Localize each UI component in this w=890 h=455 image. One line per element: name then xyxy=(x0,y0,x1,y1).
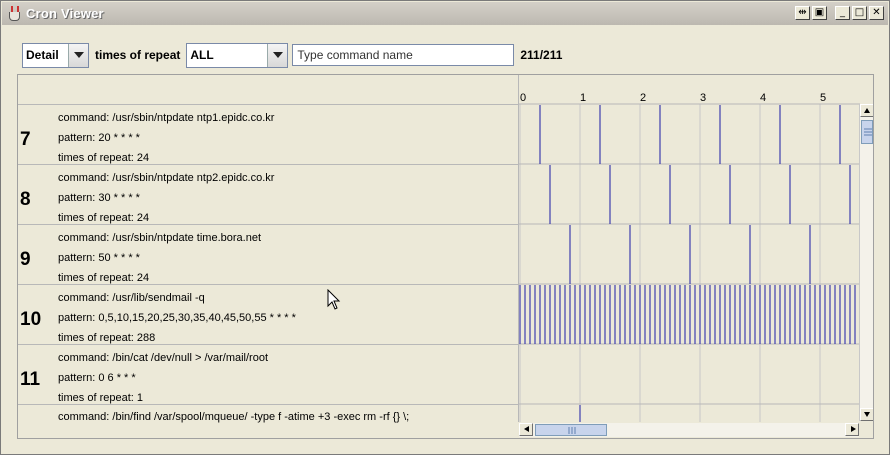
view-mode-select[interactable]: Detail xyxy=(22,42,89,68)
hour-tick-label: 4 xyxy=(760,92,766,104)
job-row[interactable]: command: /bin/find /var/spool/mqueue/ -t… xyxy=(18,404,518,438)
restore-frame-icon[interactable]: ▣ xyxy=(812,6,827,20)
minimize-button[interactable]: _ xyxy=(835,6,850,20)
job-pattern: pattern: 20 * * * * xyxy=(58,132,140,144)
close-button[interactable]: ✕ xyxy=(869,6,884,20)
hour-tick-label: 2 xyxy=(640,92,646,104)
job-command: command: /bin/find /var/spool/mqueue/ -t… xyxy=(58,411,410,423)
repeat-filter-label: times of repeat xyxy=(95,48,181,62)
job-command: command: /bin/cat /dev/null > /var/mail/… xyxy=(58,352,269,364)
job-repeat-count: times of repeat: 24 xyxy=(58,272,150,284)
view-mode-value: Detail xyxy=(26,48,59,62)
window-title: Cron Viewer xyxy=(26,6,104,21)
scroll-right-button[interactable] xyxy=(845,423,859,436)
hour-tick-label: 3 xyxy=(700,92,706,104)
job-pattern: pattern: 0 6 * * * xyxy=(58,372,136,384)
job-repeat-count: times of repeat: 288 xyxy=(58,332,156,344)
java-cup-icon xyxy=(6,5,22,22)
command-search-input[interactable] xyxy=(292,44,515,66)
maximize-button[interactable]: □ xyxy=(852,6,867,20)
horizontal-scrollbar[interactable] xyxy=(519,423,859,437)
hour-tick-label: 0 xyxy=(520,92,526,104)
timeline-svg: 0 1 2 3 4 5 xyxy=(519,92,860,422)
vertical-scrollbar[interactable] xyxy=(859,104,873,421)
job-number: 11 xyxy=(20,369,41,390)
title-bar[interactable]: Cron Viewer ⇹ ▣ _ □ ✕ xyxy=(2,2,888,25)
repeat-filter-value: ALL xyxy=(190,48,214,62)
job-row[interactable]: 9 command: /usr/sbin/ntpdate time.bora.ne… xyxy=(18,224,518,284)
repeat-filter-select[interactable]: ALL xyxy=(186,42,289,68)
job-command: command: /usr/sbin/ntpdate time.bora.net xyxy=(58,232,261,244)
cron-list-panel: 7 command: /usr/sbin/ntpdate ntp1.epidc.c… xyxy=(17,74,874,439)
vertical-scroll-thumb[interactable] xyxy=(861,120,873,144)
job-number: 9 xyxy=(20,249,31,270)
job-row[interactable]: 10 command: /usr/lib/sendmail -q pattern: … xyxy=(18,284,518,344)
job-row[interactable]: 11 command: /bin/cat /dev/null > /var/mai… xyxy=(18,344,518,404)
job-row[interactable]: 7 command: /usr/sbin/ntpdate ntp1.epidc.c… xyxy=(18,104,518,164)
job-pattern: pattern: 0,5,10,15,20,25,30,35,40,45,50,… xyxy=(58,312,296,324)
grip-icon xyxy=(864,128,872,136)
job-repeat-count: times of repeat: 24 xyxy=(58,212,150,224)
hour-tick-label: 5 xyxy=(820,92,826,104)
job-repeat-count: times of repeat: 1 xyxy=(58,392,143,404)
scroll-up-button[interactable] xyxy=(860,104,873,117)
timeline-chart: 0 1 2 3 4 5 xyxy=(518,75,860,422)
job-number: 10 xyxy=(20,309,42,330)
filter-toolbar: Detail times of repeat ALL 211/211 xyxy=(22,42,562,68)
move-icon[interactable]: ⇹ xyxy=(795,6,810,20)
mouse-pointer-icon xyxy=(327,289,341,310)
job-number: 7 xyxy=(20,129,31,150)
job-row[interactable]: 8 command: /usr/sbin/ntpdate ntp2.epidc.c… xyxy=(18,164,518,224)
hour-tick-label: 1 xyxy=(580,92,586,104)
job-list[interactable]: 7 command: /usr/sbin/ntpdate ntp1.epidc.c… xyxy=(18,75,518,438)
job-repeat-count: times of repeat: 24 xyxy=(58,152,150,164)
chevron-down-icon[interactable] xyxy=(267,43,288,67)
horizontal-scroll-thumb[interactable] xyxy=(535,424,607,436)
job-command: command: /usr/sbin/ntpdate ntp2.epidc.co… xyxy=(58,172,275,184)
job-number: 8 xyxy=(20,189,31,210)
scroll-down-button[interactable] xyxy=(860,408,873,421)
job-command: command: /usr/sbin/ntpdate ntp1.epidc.co… xyxy=(58,112,275,124)
grip-icon xyxy=(568,427,576,434)
scroll-left-button[interactable] xyxy=(519,423,533,436)
result-count: 211/211 xyxy=(520,48,563,62)
job-pattern: pattern: 50 * * * * xyxy=(58,252,140,264)
chevron-down-icon[interactable] xyxy=(68,43,88,67)
job-pattern: pattern: 30 * * * * xyxy=(58,192,140,204)
job-command: command: /usr/lib/sendmail -q xyxy=(58,292,205,304)
window-controls: ⇹ ▣ _ □ ✕ xyxy=(795,6,884,20)
